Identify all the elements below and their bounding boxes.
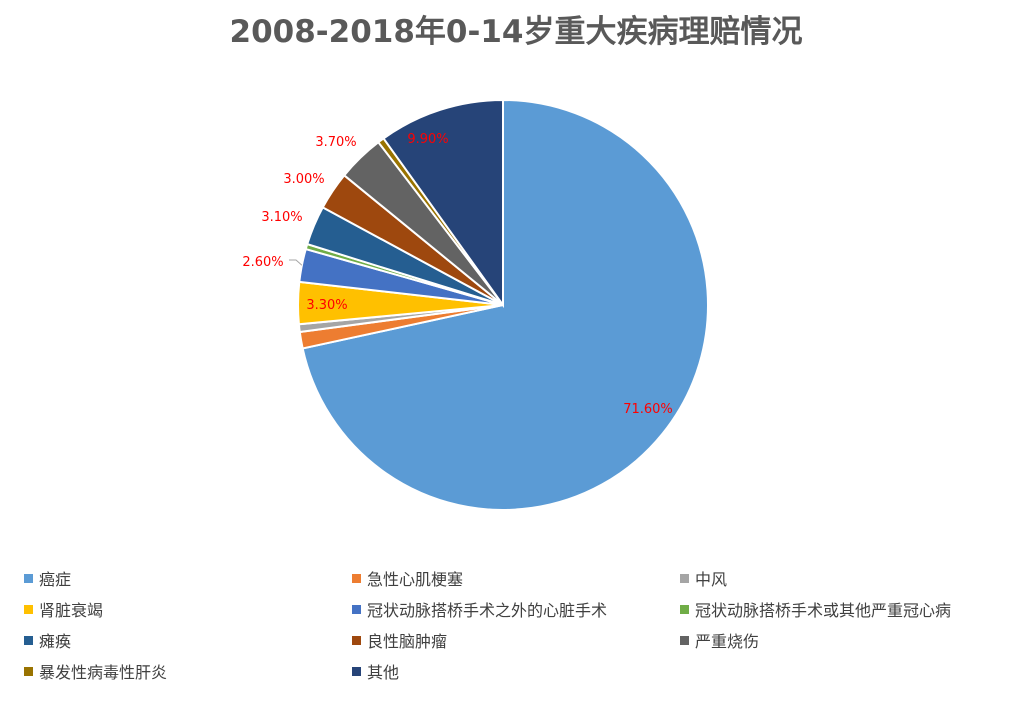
data-label-4: 2.60% bbox=[242, 255, 283, 270]
data-label-0: 71.60% bbox=[623, 402, 673, 417]
pie-slices bbox=[297, 98, 709, 511]
leader-line-4 bbox=[289, 259, 303, 266]
data-label-6: 3.10% bbox=[261, 210, 302, 225]
data-label-8: 3.70% bbox=[315, 135, 356, 150]
data-labels: 71.60% 3.30% 2.60% 3.10% 3.00% 3.70% 9.90% bbox=[242, 132, 672, 417]
data-label-7: 3.00% bbox=[283, 172, 324, 187]
pie-slice-0 bbox=[301, 98, 709, 511]
pie-slice-10 bbox=[382, 98, 504, 309]
data-label-10: 9.90% bbox=[407, 132, 448, 147]
chart-title: 2008-2018年0-14岁重大疾病理赔情况 bbox=[229, 14, 803, 50]
data-label-3: 3.30% bbox=[306, 298, 347, 313]
leader-lines bbox=[289, 259, 303, 266]
